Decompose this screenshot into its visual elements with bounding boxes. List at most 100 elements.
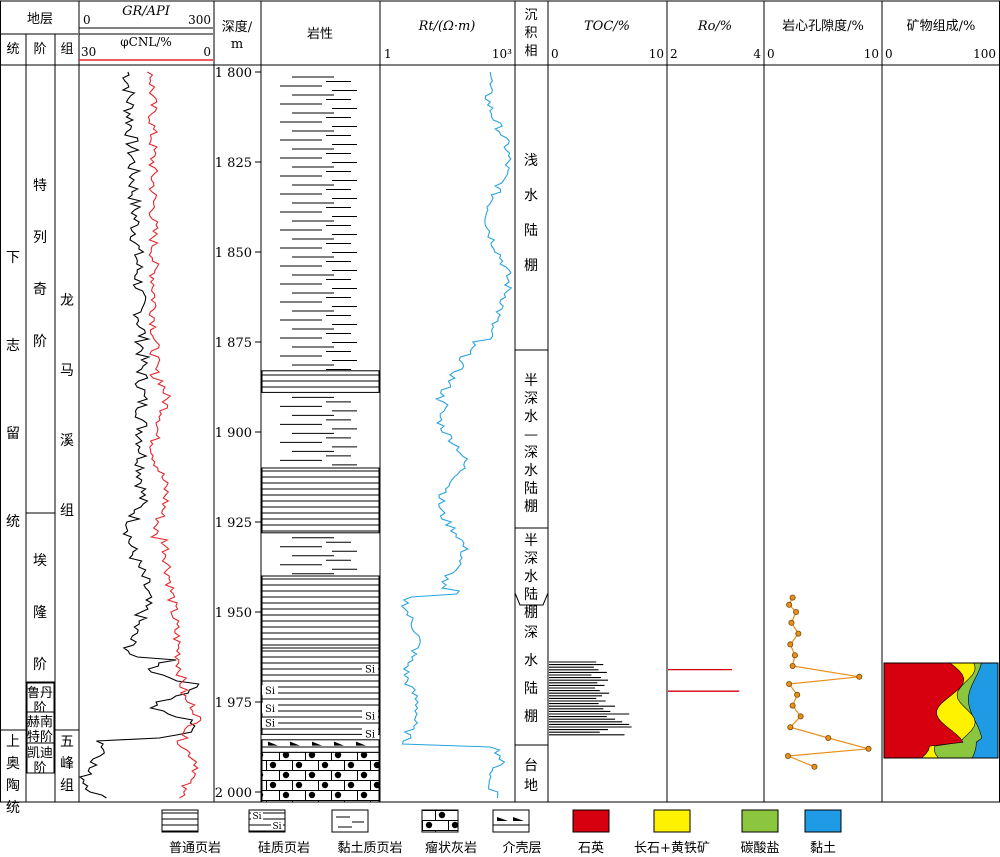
svg-text:—: — xyxy=(524,427,538,443)
depth-tick-label: 1 850 xyxy=(215,246,252,261)
porosity-point xyxy=(786,681,793,688)
legend-label: 石英 xyxy=(578,841,604,856)
porosity-axis-title: 岩心孔隙度/% xyxy=(782,18,864,34)
legend-label: 黏土质页岩 xyxy=(337,840,402,856)
svg-text:棚: 棚 xyxy=(524,258,538,274)
svg-text:峰: 峰 xyxy=(60,756,74,772)
facies-header-1: 沉 xyxy=(524,8,537,23)
porosity-point xyxy=(811,763,818,770)
porosity-axis-max: 10 xyxy=(864,47,879,61)
svg-text:特阶: 特阶 xyxy=(27,730,53,745)
porosity-plot xyxy=(785,594,872,770)
porosity-point xyxy=(789,663,796,670)
mineral-axis-min: 0 xyxy=(885,47,893,61)
svg-text:陆: 陆 xyxy=(524,481,538,497)
svg-text:棚: 棚 xyxy=(524,499,538,515)
svg-text:深: 深 xyxy=(524,625,538,641)
ro-axis-min: 2 xyxy=(670,47,678,61)
svg-text:陆: 陆 xyxy=(524,223,538,239)
depth-axis: 1 800 1 825 1 850 1 875 1 900 1 925 1 950 1 975… xyxy=(215,66,262,802)
svg-text:下: 下 xyxy=(6,250,20,266)
svg-text:奥: 奥 xyxy=(6,755,20,772)
svg-text:五: 五 xyxy=(60,734,74,750)
svg-text:棚: 棚 xyxy=(524,605,538,621)
porosity-point xyxy=(797,713,804,720)
toc-axis-max: 10 xyxy=(649,47,664,61)
legend-quartz: 石英 xyxy=(572,809,610,856)
legend-label: 普通页岩 xyxy=(169,841,221,856)
si-mark: Si xyxy=(272,822,281,832)
stage-header: 阶 xyxy=(33,42,46,57)
ro-markers xyxy=(668,668,740,692)
svg-text:列: 列 xyxy=(33,230,47,246)
legend-clay: 黏土 xyxy=(804,809,842,856)
formation-wufeng: 五峰组 xyxy=(60,734,74,794)
argillaceous-shale-2 xyxy=(280,396,357,466)
depth-tick-label: 1 950 xyxy=(215,606,252,621)
porosity-point xyxy=(865,745,872,752)
porosity-point xyxy=(787,724,794,731)
si-mark: Si xyxy=(365,665,375,676)
normal-shale-band-2 xyxy=(261,467,380,534)
porosity-point xyxy=(786,601,793,608)
svg-text:特: 特 xyxy=(33,178,47,194)
svg-text:赫南: 赫南 xyxy=(27,714,53,730)
nodular-limestone xyxy=(261,751,380,803)
svg-text:志: 志 xyxy=(6,338,20,354)
porosity-point xyxy=(794,691,801,698)
formation-header: 组 xyxy=(60,42,73,57)
toc-axis-min: 0 xyxy=(551,47,559,61)
svg-text:陆: 陆 xyxy=(524,587,538,603)
si-mark: Si xyxy=(365,711,375,722)
porosity-point xyxy=(795,630,802,637)
si-mark: Si xyxy=(265,686,275,697)
legend-feldspar-pyrite: 长石+黄铁矿 xyxy=(634,809,710,856)
svg-text:深: 深 xyxy=(524,391,538,407)
si-mark: Si xyxy=(365,729,375,740)
svg-text:水: 水 xyxy=(524,409,538,425)
rt-axis-title: Rt/(Ω·m) xyxy=(418,19,476,34)
svg-text:水: 水 xyxy=(524,463,538,479)
stratum-header: 地层 xyxy=(27,12,53,27)
stage-katian: 凯迪阶 xyxy=(26,742,55,776)
depth-tick-label: 1 875 xyxy=(215,336,252,351)
ro-axis-max: 4 xyxy=(753,47,761,61)
porosity-point xyxy=(787,641,794,648)
svg-text:浅: 浅 xyxy=(524,153,538,169)
si-mark: Si xyxy=(252,812,261,822)
ro-axis-title: Ro/% xyxy=(697,19,732,34)
depth-header: 深度/ xyxy=(222,19,253,35)
series-header: 统 xyxy=(6,42,19,57)
svg-text:龙: 龙 xyxy=(60,293,74,309)
depth-tick-label: 1 925 xyxy=(215,516,252,531)
svg-text:棚: 棚 xyxy=(524,709,538,725)
gr-axis-min: 0 xyxy=(83,13,91,27)
svg-text:深: 深 xyxy=(524,445,538,461)
porosity-point xyxy=(791,652,798,659)
stage-aeronian: 埃隆阶 xyxy=(33,553,47,673)
lithology-column: Si Si Si Si Si Si xyxy=(261,76,380,803)
cnl-axis-min: 30 xyxy=(81,45,96,59)
lithology-header: 岩性 xyxy=(307,27,333,42)
svg-text:水: 水 xyxy=(524,653,538,669)
depth-tick-label: 1 975 xyxy=(215,696,252,711)
shell-layer xyxy=(261,739,380,748)
svg-text:阶: 阶 xyxy=(33,334,47,350)
rt-axis-max: 10³ xyxy=(492,47,512,61)
svg-text:隆: 隆 xyxy=(33,605,47,621)
svg-text:半: 半 xyxy=(524,373,538,389)
legend-siliceous-shale: Si Si 硅质页岩 xyxy=(248,809,310,856)
toc-axis-title: TOC/% xyxy=(584,19,630,34)
porosity-point xyxy=(789,594,796,601)
si-mark: Si xyxy=(265,704,275,715)
depth-tick-label: 2 000 xyxy=(215,786,252,801)
svg-text:留: 留 xyxy=(6,426,20,442)
porosity-point xyxy=(825,735,832,742)
depth-tick-label: 1 900 xyxy=(215,426,252,441)
